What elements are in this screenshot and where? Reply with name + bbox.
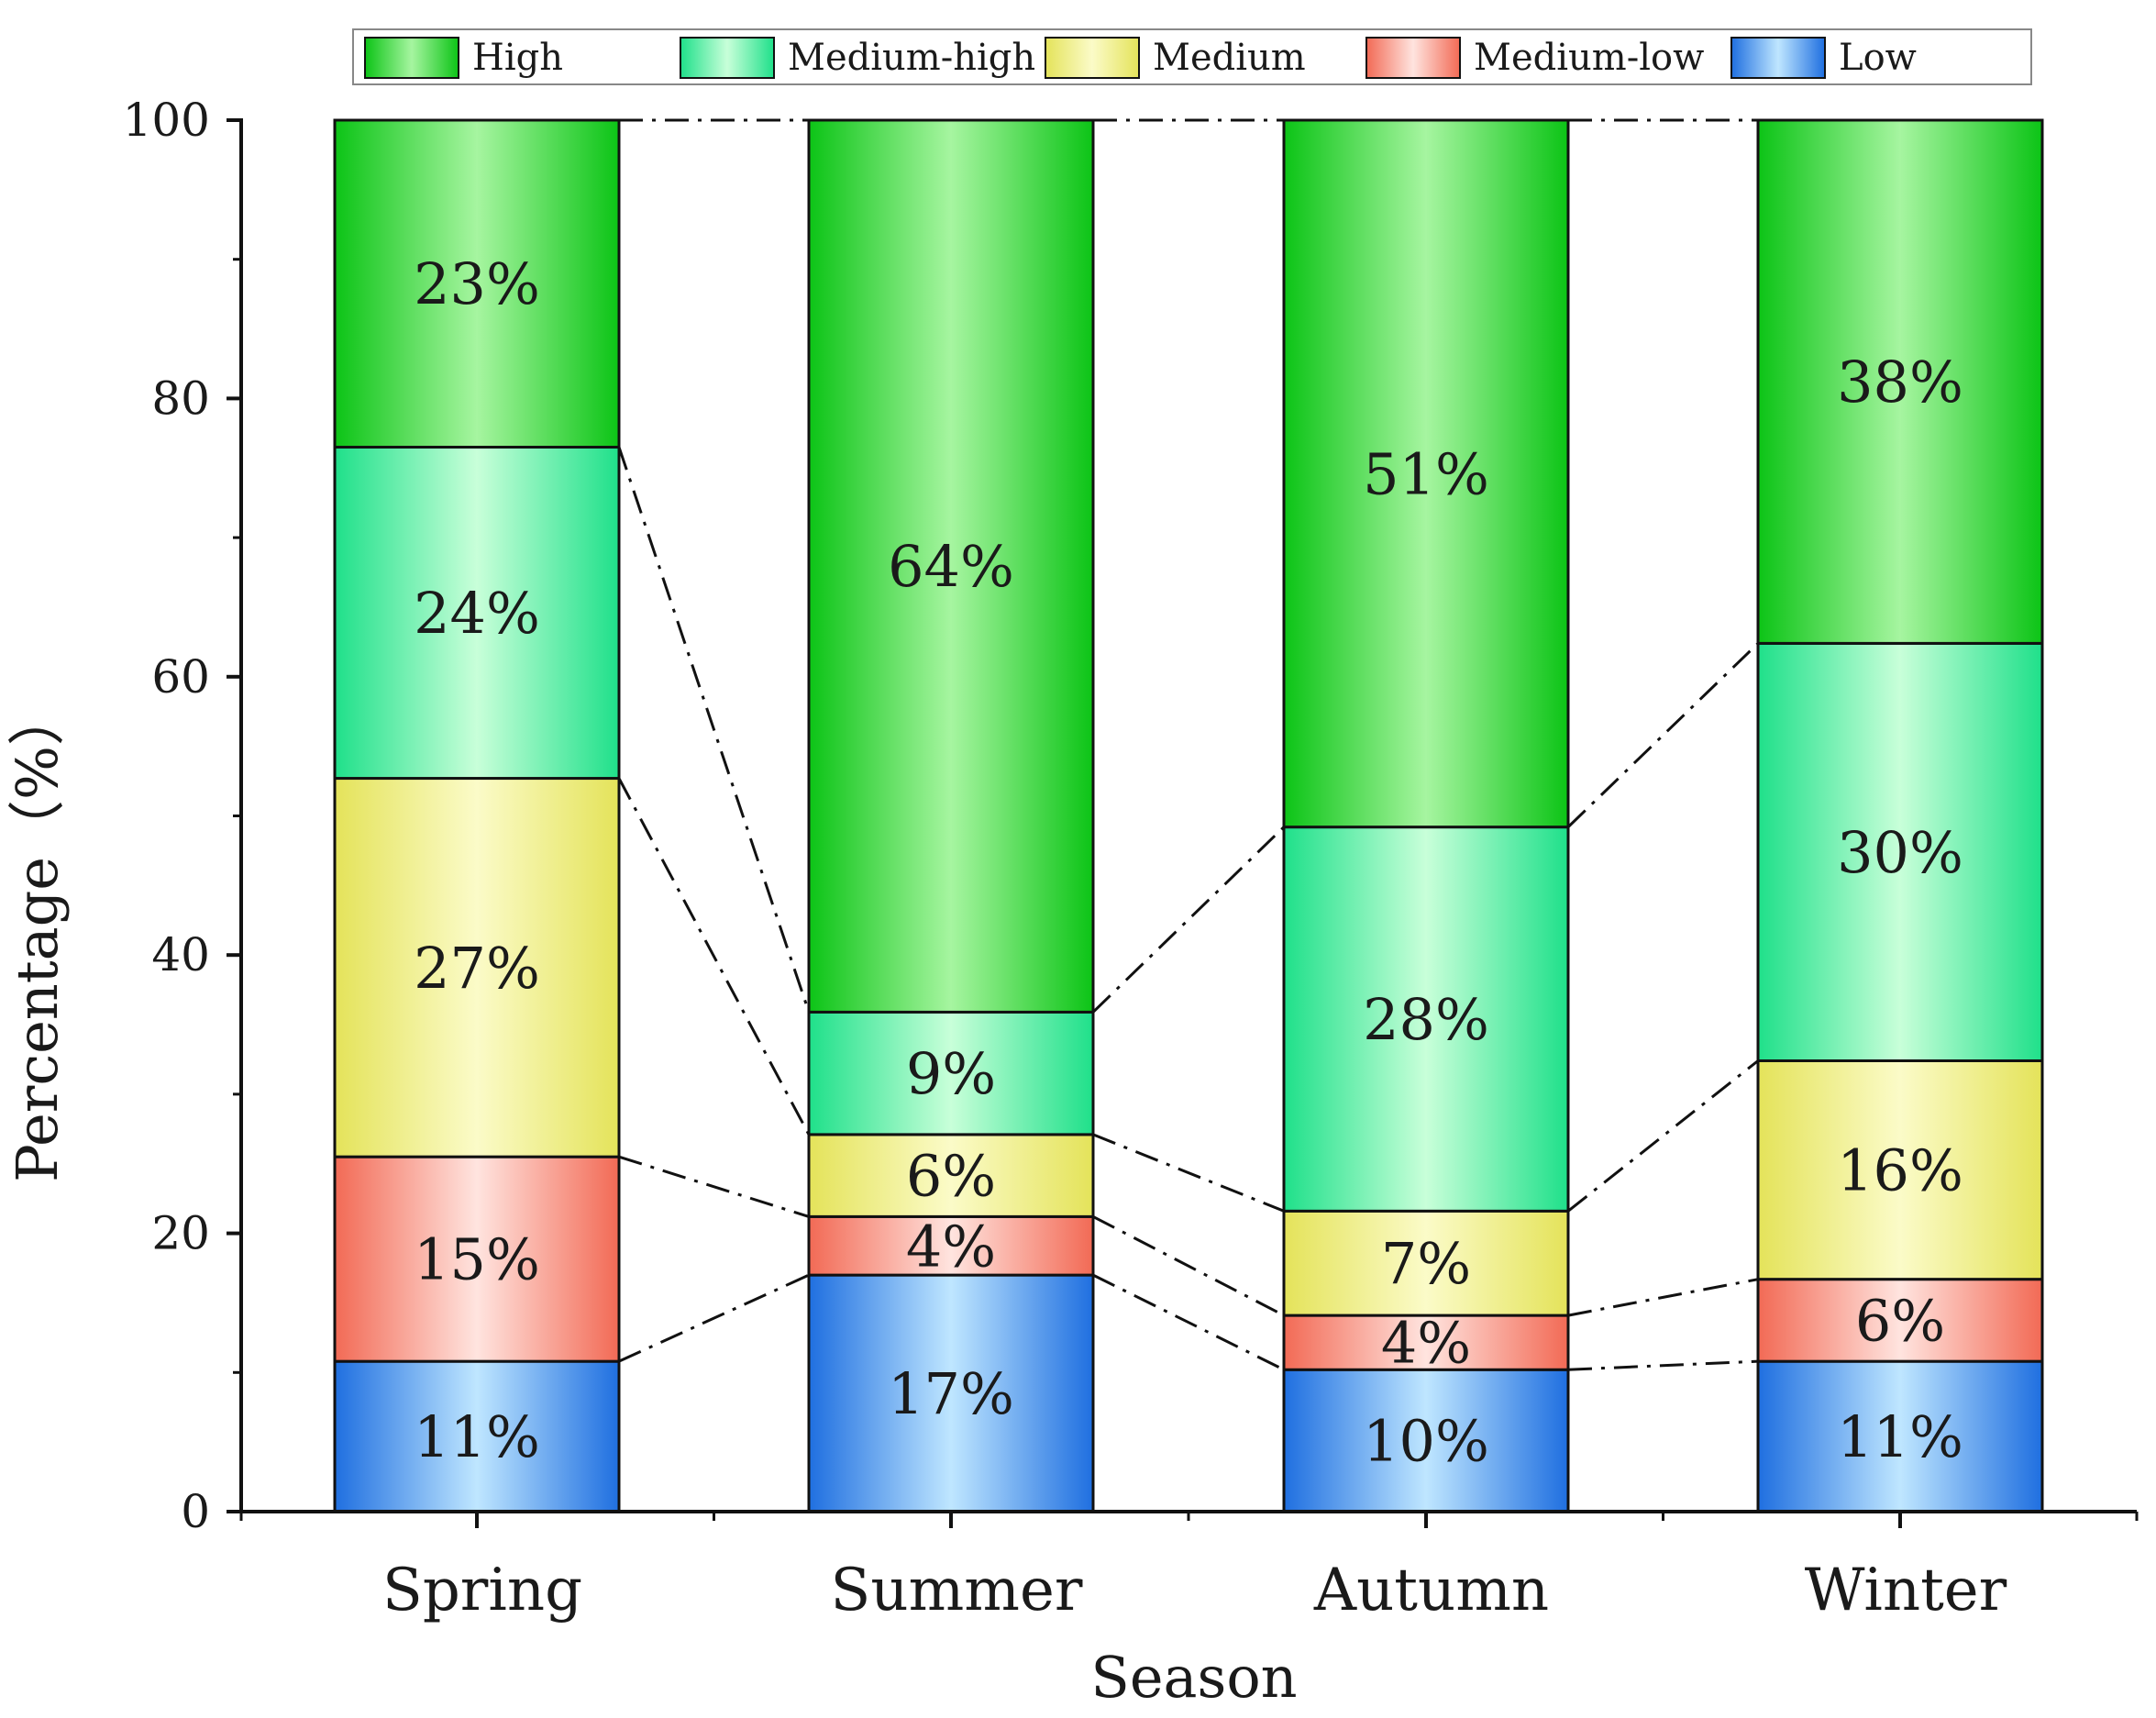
bar-segment-winter-medium-high [1756, 641, 2044, 1062]
connector-spring-summer-4 [617, 447, 811, 1013]
data-label-spring-medium-low: 15% [414, 1226, 540, 1293]
bar-segment-winter-low [1756, 1359, 2044, 1513]
legend-swatch-medium-low [1365, 37, 1461, 79]
data-label-winter-high: 38% [1837, 349, 1963, 416]
data-label-winter-medium-low: 6% [1855, 1287, 1945, 1354]
data-label-summer-medium-low: 4% [906, 1213, 996, 1280]
connector-summer-autumn-2 [1092, 1215, 1285, 1317]
data-label-spring-high: 23% [414, 250, 540, 317]
connector-summer-autumn-1 [1092, 1273, 1285, 1371]
data-label-spring-low: 11% [414, 1403, 540, 1470]
x-axis-title: Season [1090, 1644, 1297, 1711]
data-label-autumn-medium: 7% [1381, 1230, 1471, 1297]
legend-label-medium-high: Medium-high [788, 37, 1035, 79]
data-label-winter-medium-high: 30% [1837, 819, 1963, 886]
connector-spring-summer-3 [617, 777, 811, 1136]
x-tick-label-summer: Summer [831, 1557, 1083, 1624]
connector-autumn-winter-1 [1567, 1359, 1759, 1371]
legend-label-medium-low: Medium-low [1474, 37, 1704, 79]
y-axis-title: Percentage（%） [4, 689, 71, 1182]
bar-segment-summer-high [807, 118, 1095, 1014]
data-label-summer-medium: 6% [906, 1143, 996, 1210]
legend-swatch-high [364, 37, 459, 79]
data-label-autumn-low: 10% [1363, 1408, 1489, 1475]
bar-segment-spring-low [333, 1359, 621, 1513]
x-tick-label-autumn: Autumn [1313, 1557, 1549, 1624]
bar-segment-spring-medium-high [333, 445, 621, 781]
data-label-summer-medium-high: 9% [906, 1040, 996, 1107]
connector-summer-autumn-4 [1091, 826, 1286, 1014]
bars [333, 118, 2044, 1513]
legend: High Medium-high Medium Medium-low Low [352, 28, 2032, 85]
y-tick-label: 0 [181, 1485, 210, 1538]
bar-segment-winter-medium-low [1756, 1278, 2044, 1363]
y-tick-label: 20 [151, 1207, 210, 1260]
bar-segment-autumn-medium-low [1282, 1313, 1570, 1371]
data-label-autumn-medium-low: 4% [1381, 1310, 1471, 1377]
data-labels: 11%15%27%24%23%17%4%6%9%64%10%4%7%28%51%… [414, 250, 1963, 1474]
legend-label-low: Low [1839, 37, 1917, 79]
bar-segment-summer-medium-high [807, 1010, 1095, 1136]
data-label-autumn-high: 51% [1363, 440, 1489, 507]
data-label-spring-medium-high: 24% [414, 580, 540, 647]
connector-autumn-winter-4 [1566, 642, 1760, 828]
bar-segment-spring-medium [333, 777, 621, 1158]
legend-swatch-medium [1045, 37, 1140, 79]
x-tick-label-winter: Winter [1805, 1557, 2007, 1624]
y-tick-label: 60 [151, 650, 210, 704]
bar-segment-winter-medium [1756, 1059, 2044, 1281]
legend-label-medium: Medium [1153, 37, 1306, 79]
connector-autumn-winter-3 [1567, 1059, 1759, 1213]
bar-segment-autumn-medium-high [1282, 826, 1570, 1213]
connector-spring-summer-2 [618, 1155, 810, 1218]
data-label-summer-high: 64% [888, 533, 1014, 600]
y-tick-label: 80 [151, 371, 210, 425]
x-tick-label-spring: Spring [382, 1557, 582, 1624]
bar-segment-winter-high [1756, 118, 2044, 645]
connector-spring-summer-1 [618, 1273, 810, 1363]
bar-segment-spring-high [333, 118, 621, 449]
axes: 0 20 40 60 80 100 Spring Summer Autumn Winter [123, 94, 2139, 1624]
data-label-winter-low: 11% [1837, 1403, 1963, 1470]
connector-summer-autumn-3 [1092, 1133, 1285, 1213]
data-label-autumn-medium-high: 28% [1363, 986, 1489, 1053]
data-label-summer-low: 17% [888, 1360, 1014, 1427]
bar-segment-summer-medium [807, 1133, 1095, 1218]
y-tick-label: 40 [151, 928, 210, 981]
legend-swatch-low [1730, 37, 1826, 79]
data-label-spring-medium: 27% [414, 935, 540, 1002]
legend-swatch-medium-high [680, 37, 775, 79]
connector-autumn-winter-2 [1567, 1278, 1759, 1317]
connector-lines [617, 118, 1760, 1371]
bar-segment-summer-medium-low [807, 1214, 1095, 1277]
y-tick-label: 100 [123, 94, 210, 147]
bar-segment-autumn-low [1282, 1368, 1570, 1513]
legend-label-high: High [472, 37, 563, 79]
data-label-winter-medium: 16% [1837, 1137, 1963, 1204]
bar-segment-autumn-high [1282, 118, 1570, 829]
